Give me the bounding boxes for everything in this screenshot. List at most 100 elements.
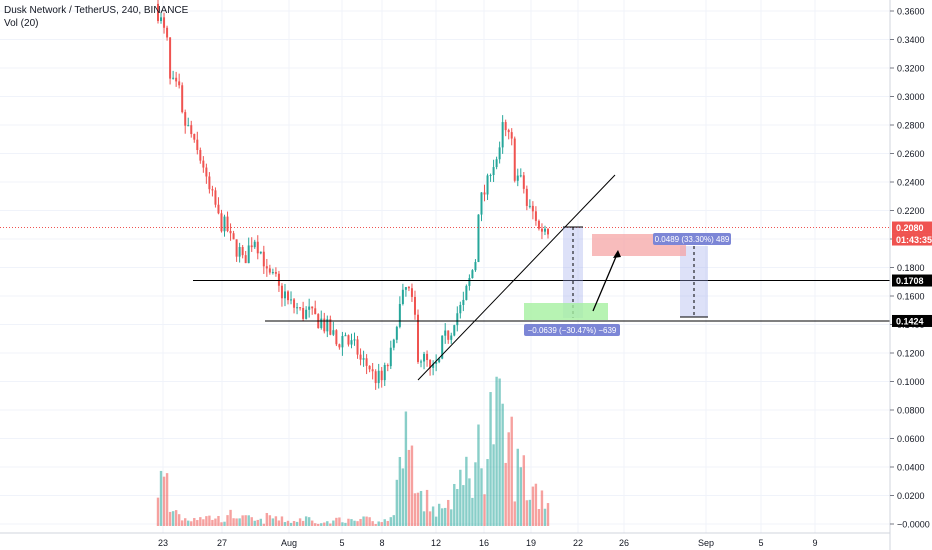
candle-body	[290, 299, 293, 301]
candle-body	[268, 268, 271, 273]
candle-body	[516, 175, 519, 181]
candle-body	[259, 251, 262, 254]
volume-bar	[277, 520, 281, 526]
volume-bar	[456, 489, 459, 526]
candle-body	[383, 364, 386, 381]
volume-bar	[165, 473, 169, 526]
volume-bar	[431, 506, 435, 526]
volume-bar	[447, 499, 450, 526]
price-axis[interactable]: 0.3600 0.3400 0.3200 0.3000 0.2800 0.2600 0.24…	[889, 0, 932, 550]
last-price-badge: 0.2080	[896, 223, 924, 233]
volume-bar	[335, 517, 338, 526]
candle-body	[386, 364, 389, 367]
candle-body	[528, 205, 531, 207]
volume-bar	[504, 462, 507, 526]
volume-bar	[184, 518, 187, 526]
candle-body	[172, 77, 175, 79]
candle-body	[438, 358, 441, 363]
level-badge: 0.1424	[896, 316, 924, 326]
candle-body	[344, 335, 347, 337]
candle-body	[338, 344, 341, 348]
measure-label-short-bg	[524, 324, 620, 336]
level-badge-bg	[892, 314, 932, 327]
countdown-badge: 01:43:35	[896, 235, 932, 245]
candle-body	[462, 299, 465, 305]
candle-body	[435, 362, 438, 364]
candle-body	[489, 175, 492, 177]
candle-body	[356, 339, 359, 355]
candle-body	[211, 189, 214, 191]
candle-body	[426, 353, 429, 361]
chart-legend: Dusk Network / TetherUS, 240, BINANCE Vo…	[4, 4, 188, 30]
candle-body	[169, 37, 172, 79]
volume-bar	[407, 449, 411, 526]
volume-bar	[350, 519, 353, 526]
time-tick-label: 19	[526, 538, 536, 548]
volume-bar	[498, 378, 501, 526]
candle-body	[160, 17, 163, 21]
volume-bar	[453, 483, 456, 526]
candle-body	[510, 132, 513, 139]
time-tick-label: 9	[812, 538, 817, 548]
volume-bar	[365, 516, 368, 526]
candle-body	[175, 77, 178, 82]
candle-body	[377, 370, 380, 384]
volume-bar	[271, 518, 275, 526]
volume-bar	[537, 509, 541, 526]
volume-bar	[374, 524, 377, 526]
candle-body	[208, 176, 211, 190]
price-tick-label: 0.1000	[897, 377, 925, 387]
candle-body	[486, 175, 489, 195]
candle-body	[320, 318, 323, 329]
volume-bar	[274, 516, 278, 526]
candle-body	[447, 330, 450, 340]
volume-bar	[386, 520, 389, 526]
volume-bar	[329, 523, 332, 526]
candle-body	[287, 291, 289, 301]
volume-bar	[395, 479, 399, 526]
time-tick-label: 27	[217, 538, 227, 548]
candle-body	[217, 204, 220, 214]
candle-body	[220, 213, 223, 232]
candle-body	[305, 309, 308, 319]
volume-bar	[531, 486, 535, 526]
price-tick-label: 0.2800	[897, 121, 925, 131]
volume-bar	[232, 518, 235, 526]
candle-body	[353, 339, 356, 341]
candle-body	[534, 211, 537, 221]
candle-body	[350, 340, 353, 345]
volume-bar	[229, 509, 232, 526]
volume-bar	[174, 510, 178, 526]
candle-body	[513, 138, 516, 181]
volume-bar	[404, 411, 408, 526]
time-tick-label: 12	[431, 538, 441, 548]
candle-body	[410, 288, 413, 297]
candle-body	[326, 319, 329, 332]
candle-body	[184, 112, 187, 126]
volume-bar	[383, 519, 386, 526]
volume-bar	[202, 519, 205, 526]
candle-body	[362, 358, 365, 360]
volume-bar	[489, 392, 492, 526]
candle-body	[277, 273, 280, 286]
volume-bar	[501, 403, 504, 526]
volume-indicator-label[interactable]: Vol (20)	[4, 18, 39, 29]
volume-bar	[217, 515, 220, 526]
volume-bar	[220, 522, 223, 526]
price-tick-label: 0.1600	[897, 292, 925, 302]
candle-body	[483, 192, 486, 195]
volume-bar	[280, 516, 284, 526]
symbol-title[interactable]: Dusk Network / TetherUS, 240, BINANCE	[4, 5, 189, 16]
candle-body	[531, 205, 534, 212]
volume-bar	[286, 520, 290, 526]
volume-bar	[480, 468, 483, 526]
time-axis[interactable]: 23 27 Aug 5 8 12 16 19 22 26 Sep 5 9	[0, 532, 890, 548]
volume-bar	[347, 518, 350, 526]
time-tick-label: Sep	[698, 538, 714, 548]
candle-body	[293, 299, 296, 308]
candle-body	[429, 360, 432, 368]
volume-bar	[353, 520, 356, 526]
price-tick-label: 0.1800	[897, 263, 925, 273]
volume-bar	[450, 509, 453, 526]
